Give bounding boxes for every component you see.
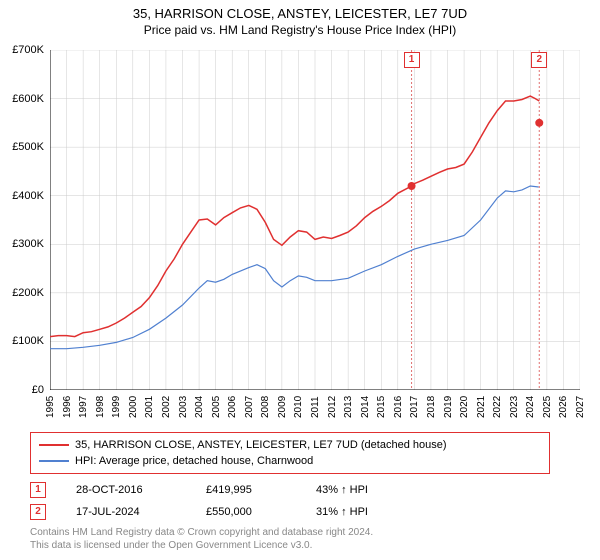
- bottom-panel: 35, HARRISON CLOSE, ANSTEY, LEICESTER, L…: [30, 432, 570, 552]
- x-tick-label: 2001: [144, 396, 155, 418]
- y-tick-label: £300K: [12, 238, 44, 250]
- x-tick-label: 2013: [343, 396, 354, 418]
- footer: Contains HM Land Registry data © Crown c…: [30, 526, 570, 552]
- marker-pct: 31% ↑ HPI: [316, 506, 396, 518]
- y-tick-label: £500K: [12, 141, 44, 153]
- chart-marker-2: 2: [531, 52, 547, 68]
- footer-line2: This data is licensed under the Open Gov…: [30, 539, 570, 552]
- legend-label: HPI: Average price, detached house, Char…: [75, 453, 313, 469]
- marker-pct: 43% ↑ HPI: [316, 484, 396, 496]
- x-tick-label: 1996: [62, 396, 73, 418]
- x-tick-label: 1998: [95, 396, 106, 418]
- legend-swatch: [39, 460, 69, 462]
- x-tick-label: 2020: [459, 396, 470, 418]
- x-tick-label: 2025: [542, 396, 553, 418]
- x-tick-label: 2009: [277, 396, 288, 418]
- x-tick-label: 2002: [161, 396, 172, 418]
- marker-date: 28-OCT-2016: [76, 484, 176, 496]
- x-tick-label: 2004: [194, 396, 205, 418]
- x-tick-label: 2006: [227, 396, 238, 418]
- marker-date: 17-JUL-2024: [76, 506, 176, 518]
- title-address: 35, HARRISON CLOSE, ANSTEY, LEICESTER, L…: [0, 6, 600, 21]
- legend: 35, HARRISON CLOSE, ANSTEY, LEICESTER, L…: [30, 432, 550, 474]
- y-tick-label: £100K: [12, 335, 44, 347]
- y-tick-label: £0: [32, 384, 44, 396]
- x-tick-label: 2018: [426, 396, 437, 418]
- x-tick-label: 1997: [78, 396, 89, 418]
- marker-price: £419,995: [206, 484, 286, 496]
- x-tick-label: 1999: [111, 396, 122, 418]
- x-tick-label: 2019: [443, 396, 454, 418]
- marker-row-2: 2 17-JUL-2024 £550,000 31% ↑ HPI: [30, 504, 570, 520]
- y-tick-label: £400K: [12, 190, 44, 202]
- marker-num-box: 1: [30, 482, 46, 498]
- x-tick-label: 2026: [558, 396, 569, 418]
- x-tick-label: 2027: [575, 396, 586, 418]
- marker-row-1: 1 28-OCT-2016 £419,995 43% ↑ HPI: [30, 482, 570, 498]
- x-tick-label: 2010: [293, 396, 304, 418]
- x-tick-label: 2007: [244, 396, 255, 418]
- x-tick-label: 2023: [509, 396, 520, 418]
- footer-line1: Contains HM Land Registry data © Crown c…: [30, 526, 570, 539]
- legend-row: 35, HARRISON CLOSE, ANSTEY, LEICESTER, L…: [39, 437, 541, 453]
- legend-swatch: [39, 444, 69, 446]
- y-tick-label: £200K: [12, 287, 44, 299]
- x-tick-label: 2000: [128, 396, 139, 418]
- x-tick-label: 2022: [492, 396, 503, 418]
- x-tick-label: 2024: [525, 396, 536, 418]
- y-axis-labels: £0£100K£200K£300K£400K£500K£600K£700K: [0, 50, 48, 390]
- titles: 35, HARRISON CLOSE, ANSTEY, LEICESTER, L…: [0, 0, 600, 37]
- marker-price: £550,000: [206, 506, 286, 518]
- marker-table: 1 28-OCT-2016 £419,995 43% ↑ HPI 2 17-JUL-202…: [30, 482, 570, 520]
- x-tick-label: 2015: [376, 396, 387, 418]
- x-tick-label: 2003: [178, 396, 189, 418]
- legend-label: 35, HARRISON CLOSE, ANSTEY, LEICESTER, L…: [75, 437, 447, 453]
- x-tick-label: 2017: [409, 396, 420, 418]
- plot-svg: [50, 50, 580, 390]
- y-tick-label: £700K: [12, 44, 44, 56]
- marker-num-box: 2: [30, 504, 46, 520]
- x-tick-label: 2016: [393, 396, 404, 418]
- chart-area: 12: [50, 50, 580, 390]
- x-tick-label: 2014: [360, 396, 371, 418]
- x-tick-label: 2011: [310, 396, 321, 418]
- legend-row: HPI: Average price, detached house, Char…: [39, 453, 541, 469]
- x-tick-label: 2008: [260, 396, 271, 418]
- x-tick-label: 2012: [327, 396, 338, 418]
- container: 35, HARRISON CLOSE, ANSTEY, LEICESTER, L…: [0, 0, 600, 560]
- x-tick-label: 2005: [211, 396, 222, 418]
- chart-marker-1: 1: [404, 52, 420, 68]
- title-subtitle: Price paid vs. HM Land Registry's House …: [0, 23, 600, 37]
- x-tick-label: 1995: [45, 396, 56, 418]
- x-axis-labels: 1995199619971998199920002001200220032004…: [50, 392, 580, 432]
- y-tick-label: £600K: [12, 93, 44, 105]
- x-tick-label: 2021: [476, 396, 487, 418]
